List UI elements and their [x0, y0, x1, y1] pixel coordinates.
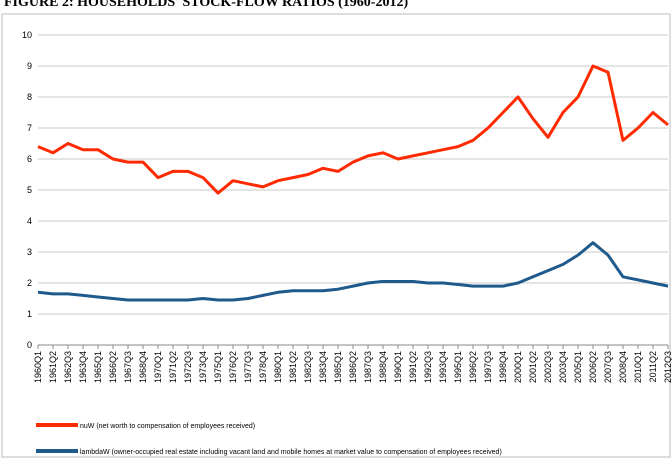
x-tick-label: 2010Q1	[633, 351, 643, 383]
x-tick-label: 1978Q4	[258, 351, 268, 383]
data-line	[37, 241, 669, 302]
x-tick-label: 1993Q4	[438, 351, 448, 383]
y-tick-label: 0	[27, 340, 32, 350]
x-tick-label: 1967Q3	[123, 351, 133, 383]
frame	[1, 13, 671, 458]
legend-label: lambdaW (owner-occupied real estate incl…	[80, 449, 502, 456]
x-tick-label: 1971Q2	[168, 351, 178, 383]
x-tick-label: 1976Q2	[228, 351, 238, 383]
y-tick-label: 5	[27, 185, 32, 195]
x-tick-label: 2003Q4	[558, 351, 568, 383]
x-tick-label: 2008Q4	[618, 351, 628, 383]
x-tick-label: 1962Q3	[63, 351, 73, 383]
x-tick-label: 1970Q1	[153, 351, 163, 383]
y-tick-label: 8	[27, 92, 32, 102]
x-tick-label: 2007Q3	[603, 351, 613, 383]
x-tick-label: 1988Q4	[378, 351, 388, 383]
x-tick-label: 2002Q3	[543, 351, 553, 383]
x-tick-label: 1987Q3	[363, 351, 373, 383]
x-tick-label: 2005Q1	[573, 351, 583, 383]
x-tick-label: 1966Q2	[108, 351, 118, 383]
x-tick-label: 1992Q3	[423, 351, 433, 383]
x-tick-label: 1991Q2	[408, 351, 418, 383]
x-tick-label: 1977Q3	[243, 351, 253, 383]
y-tick-label: 1	[27, 309, 32, 319]
x-tick-label: 1963Q4	[78, 351, 88, 383]
data-line	[37, 64, 669, 195]
x-tick-label: 1961Q2	[48, 351, 58, 383]
y-tick-label: 10	[22, 30, 32, 40]
y-tick-label: 4	[27, 216, 32, 226]
x-tick-label: 1982Q3	[303, 351, 313, 383]
y-tick-label: 7	[27, 123, 32, 133]
x-tick-label: 2000Q1	[513, 351, 523, 383]
y-tick-label: 2	[27, 278, 32, 288]
x-tick-label: 1981Q2	[288, 351, 298, 383]
x-tick-label: 1998Q4	[498, 351, 508, 383]
x-tick-label: 2012Q3	[663, 351, 672, 383]
y-tick-label: 3	[27, 247, 32, 257]
x-tick-label: 2001Q2	[528, 351, 538, 383]
x-tick-label: 2011Q2	[648, 351, 658, 382]
chart-title: FIGURE 2: HOUSEHOLDS' STOCK-FLOW RATIOS …	[4, 0, 408, 10]
legend-label: nuW (net worth to compensation of employ…	[80, 423, 255, 430]
x-tick-label: 1975Q1	[213, 351, 223, 383]
x-tick-label: 1983Q4	[318, 351, 328, 383]
x-tick-label: 1973Q4	[198, 351, 208, 383]
x-tick-label: 1968Q4	[138, 351, 148, 383]
x-tick-label: 1965Q1	[93, 351, 103, 383]
x-tick-label: 1972Q3	[183, 351, 193, 383]
x-tick-label: 1980Q1	[273, 351, 283, 383]
x-tick-label: 1960Q1	[33, 351, 43, 383]
x-tick-label: 1996Q2	[468, 351, 478, 383]
y-tick-label: 9	[27, 61, 32, 71]
x-tick-label: 1990Q1	[393, 351, 403, 383]
x-tick-label: 1997Q3	[483, 351, 493, 383]
y-tick-label: 6	[27, 154, 32, 164]
x-tick-label: 2006Q2	[588, 351, 598, 383]
x-tick-label: 1985Q1	[333, 351, 343, 383]
x-tick-label: 1995Q1	[453, 351, 463, 383]
x-tick-label: 1986Q2	[348, 351, 358, 383]
